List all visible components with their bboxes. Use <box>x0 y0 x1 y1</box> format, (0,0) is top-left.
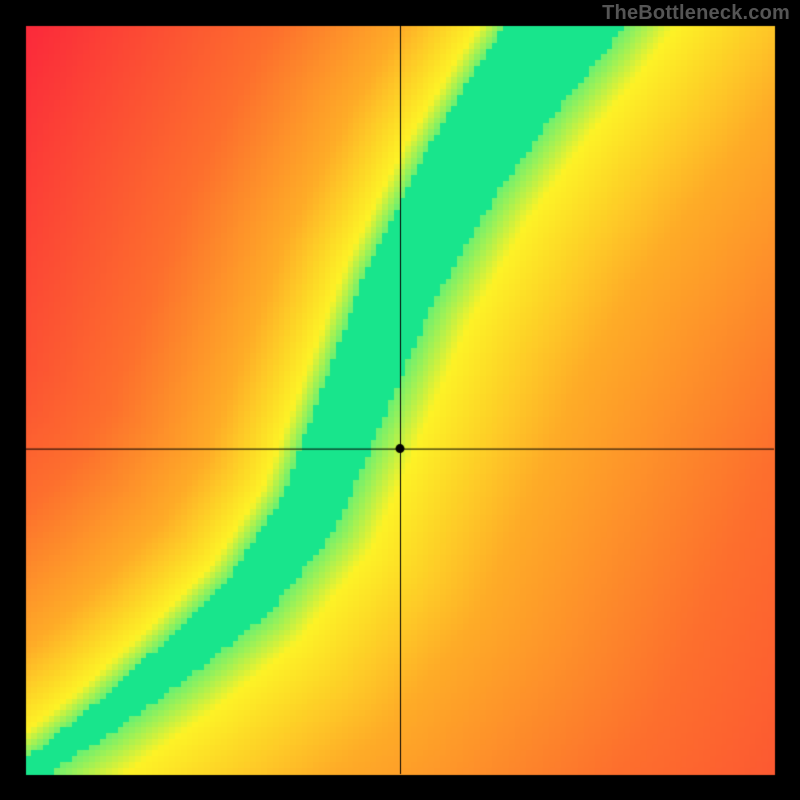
watermark-text: TheBottleneck.com <box>602 2 790 25</box>
chart-container: TheBottleneck.com <box>0 0 800 800</box>
heatmap-canvas <box>0 0 800 800</box>
